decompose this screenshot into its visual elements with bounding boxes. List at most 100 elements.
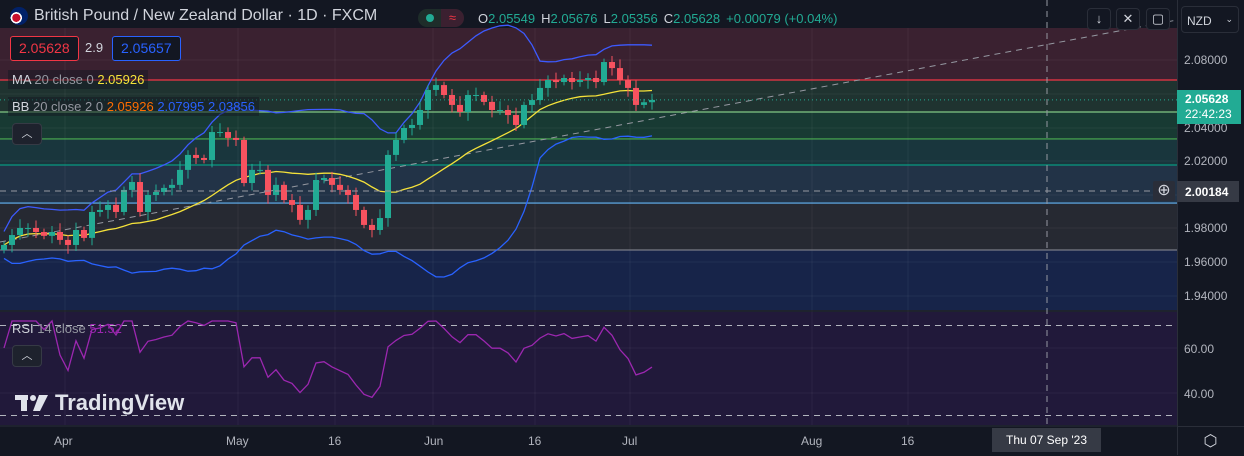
- candle-body: [121, 189, 127, 212]
- candle-body: [265, 169, 271, 195]
- bb-legend[interactable]: BB 20 close 2 0 2.05926 2.07995 2.03856: [8, 97, 259, 116]
- ma-name: MA: [12, 72, 31, 87]
- buy-button[interactable]: 2.05657: [112, 36, 181, 61]
- candle-body: [561, 78, 567, 83]
- fib-zone: [0, 203, 1177, 251]
- candle-body: [537, 87, 543, 101]
- candle-body: [257, 169, 263, 171]
- candle-body: [345, 189, 351, 195]
- high-value: 2.05676: [550, 11, 598, 26]
- rsi-legend[interactable]: RSI 14 close 51.52: [8, 319, 126, 338]
- candle-body: [321, 177, 327, 180]
- candle-body: [601, 62, 607, 83]
- candle-body: [353, 194, 359, 210]
- collapse-legend-button[interactable]: ︿: [12, 123, 42, 145]
- price-tick: 2.04000: [1184, 121, 1228, 135]
- bb-upper-value: 2.07995: [157, 99, 205, 114]
- crosshair-price-label: 2.00184: [1177, 181, 1239, 202]
- close-label: C: [663, 11, 674, 26]
- candle-body: [281, 184, 287, 201]
- time-tick: 16: [901, 434, 915, 448]
- candle-body: [593, 78, 599, 83]
- settings-icon[interactable]: ⬡: [1177, 426, 1244, 455]
- collapse-panes-button[interactable]: ✕: [1116, 8, 1140, 30]
- candle-body: [57, 232, 63, 240]
- bb-params: 20 close 2 0: [32, 99, 104, 114]
- gbp-nzd-flag-icon: [10, 7, 28, 25]
- candle-body: [585, 78, 591, 81]
- watermark-text: TradingView: [55, 390, 185, 415]
- candle-body: [633, 87, 639, 105]
- candle-body: [617, 68, 623, 81]
- candle-body: [289, 200, 295, 205]
- candle-body: [625, 80, 631, 88]
- candle-body: [305, 209, 311, 220]
- scroll-to-realtime-button[interactable]: ↓: [1087, 8, 1111, 30]
- candle-body: [65, 239, 71, 245]
- tradingview-logo[interactable]: TradingView: [15, 390, 184, 416]
- rsi-name: RSI: [12, 321, 34, 336]
- time-tick: Jul: [622, 434, 638, 448]
- candle-body: [17, 227, 23, 236]
- sell-button[interactable]: 2.05628: [10, 36, 79, 61]
- candle-body: [529, 100, 535, 105]
- candle-body: [465, 95, 471, 113]
- last-price-tag: 2.05628 22:42:23: [1177, 90, 1241, 124]
- candle-body: [489, 101, 495, 110]
- candle-body: [249, 169, 255, 184]
- chart-canvas[interactable]: [0, 0, 1177, 455]
- candle-body: [409, 124, 415, 128]
- time-tick: Aug: [801, 434, 823, 448]
- add-alert-plus-icon[interactable]: ⊕: [1153, 181, 1175, 201]
- candle-body: [97, 209, 103, 212]
- ma-params: 20 close 0: [34, 72, 94, 87]
- fib-zone: [0, 28, 1177, 81]
- candle-body: [217, 132, 223, 134]
- candle-body: [577, 80, 583, 83]
- candle-body: [129, 182, 135, 190]
- symbol-title[interactable]: British Pound / New Zealand Dollar · 1D …: [10, 7, 377, 25]
- candle-body: [513, 115, 519, 125]
- candle-body: [569, 78, 575, 83]
- ma-line: [3, 89, 653, 246]
- fullscreen-button[interactable]: ▢: [1146, 8, 1170, 30]
- candle-body: [9, 235, 15, 245]
- fib-zone: [0, 112, 1177, 139]
- candle-body: [185, 154, 191, 170]
- open-value: 2.05549: [488, 11, 536, 26]
- candle-body: [297, 204, 303, 220]
- time-tick: Jun: [424, 434, 444, 448]
- ohlc-legend: O2.05549 H2.05676 L2.05356 C2.05628 +0.0…: [478, 11, 837, 26]
- candle-body: [337, 184, 343, 190]
- price-tick: 1.94000: [1184, 289, 1228, 303]
- market-status[interactable]: ≈: [418, 9, 464, 27]
- trend-line: [0, 19, 1177, 243]
- candle-body: [273, 184, 279, 195]
- candle-body: [545, 80, 551, 88]
- candle-body: [433, 85, 439, 90]
- fib-zone: [0, 250, 1177, 310]
- candle-body: [241, 139, 247, 184]
- candle-body: [641, 102, 647, 105]
- candle-body: [49, 232, 55, 236]
- bb-lower-line: [3, 135, 653, 278]
- data-delay-icon: ≈: [441, 9, 464, 27]
- time-tick: 16: [528, 434, 542, 448]
- high-label: H: [541, 11, 551, 26]
- currency-dropdown[interactable]: NZD ⌄: [1181, 6, 1239, 33]
- price-axis[interactable]: [1177, 0, 1244, 455]
- candle-body: [497, 109, 503, 111]
- ma-legend[interactable]: MA 20 close 0 2.05926: [8, 70, 149, 89]
- symbol-title-text: British Pound / New Zealand Dollar · 1D …: [34, 7, 378, 24]
- currency-value: NZD: [1187, 14, 1212, 28]
- candle-body: [313, 179, 319, 210]
- spread-value: 2.9: [85, 40, 104, 55]
- candle-body: [209, 132, 215, 160]
- candle-body: [553, 80, 559, 83]
- candle-body: [89, 211, 95, 238]
- fib-zone: [0, 165, 1177, 204]
- price-tick: 2.08000: [1184, 53, 1228, 67]
- candle-body: [417, 109, 423, 125]
- candle-body: [105, 204, 111, 210]
- collapse-rsi-legend-button[interactable]: ︿: [12, 345, 42, 367]
